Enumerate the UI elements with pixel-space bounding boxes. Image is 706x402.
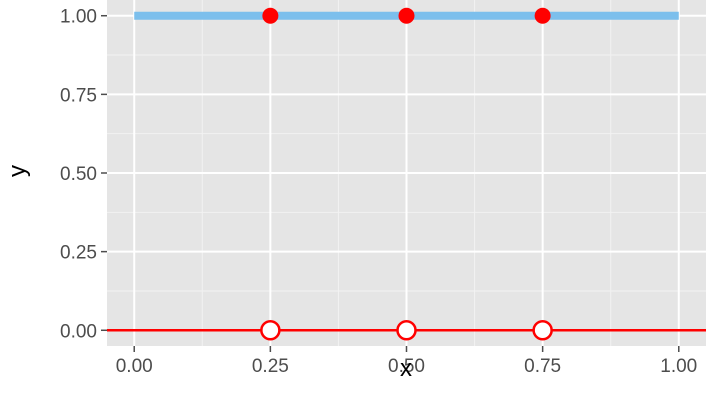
y-tick-label: 0.25 — [60, 243, 97, 264]
y-tick-label: 0.75 — [60, 85, 97, 106]
y-tick-label: 0.00 — [60, 321, 97, 342]
open-point — [396, 320, 417, 341]
y-axis-title: y — [4, 165, 31, 177]
series-layer — [107, 7, 706, 341]
x-axis-title: x — [400, 355, 412, 382]
y-tick-label: 1.00 — [60, 7, 97, 28]
x-tick-label: 1.00 — [660, 356, 697, 377]
x-axis: 0.00 0.25 0.50 0.75 1.00 — [116, 346, 697, 377]
open-point — [260, 320, 281, 341]
y-axis: 0.00 0.25 0.50 0.75 1.00 — [60, 7, 107, 342]
x-tick-label: 0.00 — [116, 356, 153, 377]
open-point — [532, 320, 553, 341]
filled-point — [398, 7, 415, 24]
x-tick-label: 0.25 — [252, 356, 289, 377]
filled-point — [262, 7, 279, 24]
y-tick-label: 0.50 — [60, 164, 97, 185]
filled-point — [534, 7, 551, 24]
x-tick-label: 0.75 — [524, 356, 561, 377]
x-tick-label: 0.50 — [388, 356, 425, 377]
